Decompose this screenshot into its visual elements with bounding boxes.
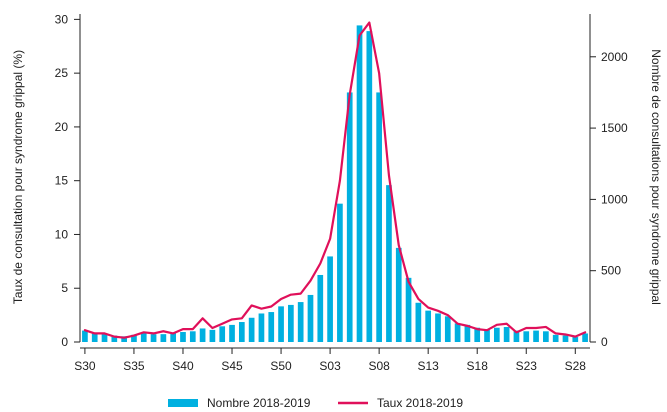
bar-S10 <box>395 247 402 342</box>
bar-S14 <box>435 313 441 342</box>
bar-S40 <box>180 332 186 342</box>
bar-S33 <box>111 335 118 342</box>
x-tick-label: S28 <box>565 359 587 373</box>
bar-S35 <box>131 334 137 342</box>
bar-S26 <box>552 334 559 342</box>
x-tick-label: S45 <box>221 359 243 373</box>
legend-label-nombre: Nombre 2018-2019 <box>207 396 311 410</box>
bar-S05 <box>346 92 353 343</box>
right-tick-label: 1500 <box>601 121 628 135</box>
left-tick-label: 20 <box>55 120 69 134</box>
bar-S34 <box>121 336 127 342</box>
bar-S12 <box>415 302 422 342</box>
left-axis: 0 5 10 15 20 25 30 <box>55 12 81 349</box>
bar-S08 <box>376 92 382 343</box>
left-axis-title: Taux de consultation pour syndrome gripp… <box>11 50 25 304</box>
bar-S09 <box>386 185 392 342</box>
bar-S17 <box>464 324 471 342</box>
x-tick-label: S23 <box>516 359 538 373</box>
x-tick-label: S03 <box>319 359 341 373</box>
bar-S47 <box>248 317 255 342</box>
bar-S22 <box>513 330 520 342</box>
left-tick-label: 15 <box>55 174 69 188</box>
bar-S25 <box>543 331 549 342</box>
bar-S28 <box>572 337 579 342</box>
bar-S02 <box>317 274 324 342</box>
x-tick-label: S30 <box>74 359 96 373</box>
line-taux <box>83 21 587 339</box>
bar-S06 <box>356 25 363 342</box>
left-tick-label: 0 <box>61 335 68 349</box>
legend-swatch-nombre <box>168 399 198 407</box>
bar-S46 <box>238 322 245 342</box>
left-tick-label: 25 <box>55 66 69 80</box>
bar-S11 <box>405 277 412 342</box>
bar-S52 <box>297 302 304 342</box>
legend-label-taux: Taux 2018-2019 <box>377 396 463 410</box>
bar-S37 <box>150 334 157 342</box>
bar-S36 <box>140 333 147 342</box>
bar-S44 <box>219 326 226 342</box>
x-tick-label: S50 <box>270 359 292 373</box>
right-axis: 0 500 1000 1500 2000 <box>589 14 628 349</box>
bar-S31 <box>91 332 98 342</box>
bar-S51 <box>288 304 294 342</box>
bar-S21 <box>503 327 510 342</box>
bar-S41 <box>189 331 196 342</box>
bar-S15 <box>444 316 451 342</box>
right-tick-label: 2000 <box>601 50 628 64</box>
x-tick-label: S13 <box>417 359 439 373</box>
bar-S01 <box>307 294 314 342</box>
bar-S48 <box>258 313 265 342</box>
right-axis-title: Nombre de consultations pour syndrome gr… <box>649 49 663 304</box>
left-tick-label: 30 <box>55 12 69 26</box>
bar-S16 <box>454 323 461 342</box>
right-tick-label: 1000 <box>601 192 628 206</box>
bar-series-nombre <box>82 25 588 343</box>
bar-S39 <box>170 333 177 342</box>
bar-S42 <box>199 328 206 342</box>
right-tick-label: 500 <box>601 264 621 278</box>
bar-S03 <box>327 256 333 342</box>
bar-S13 <box>425 310 432 342</box>
bar-S49 <box>268 312 275 342</box>
line-series-taux <box>83 21 587 339</box>
left-tick-label: 10 <box>55 227 69 241</box>
bar-S19 <box>484 329 490 342</box>
bar-S27 <box>562 335 569 342</box>
bar-S30 <box>82 330 88 342</box>
bar-S18 <box>474 327 481 342</box>
x-tick-label: S18 <box>467 359 489 373</box>
x-tick-label: S40 <box>172 359 194 373</box>
legend: Nombre 2018-2019 Taux 2018-2019 <box>168 396 463 410</box>
bar-S50 <box>278 306 284 342</box>
bar-S04 <box>337 203 343 342</box>
bar-S07 <box>366 31 373 343</box>
right-tick-label: 0 <box>601 335 608 349</box>
x-tick-label: S35 <box>123 359 145 373</box>
bar-S43 <box>209 329 216 342</box>
bar-S24 <box>533 330 539 342</box>
bar-S23 <box>523 331 530 342</box>
left-tick-label: 5 <box>61 281 68 295</box>
bar-S38 <box>160 334 167 342</box>
bar-S20 <box>493 327 500 342</box>
x-tick-label: S08 <box>368 359 390 373</box>
x-axis: S30 S35 S40 S45 S50 S03 S08 S13 S18 S23 S28 <box>74 347 590 373</box>
bar-S45 <box>229 324 235 342</box>
bar-S32 <box>101 334 108 342</box>
bar-S29 <box>582 333 588 342</box>
